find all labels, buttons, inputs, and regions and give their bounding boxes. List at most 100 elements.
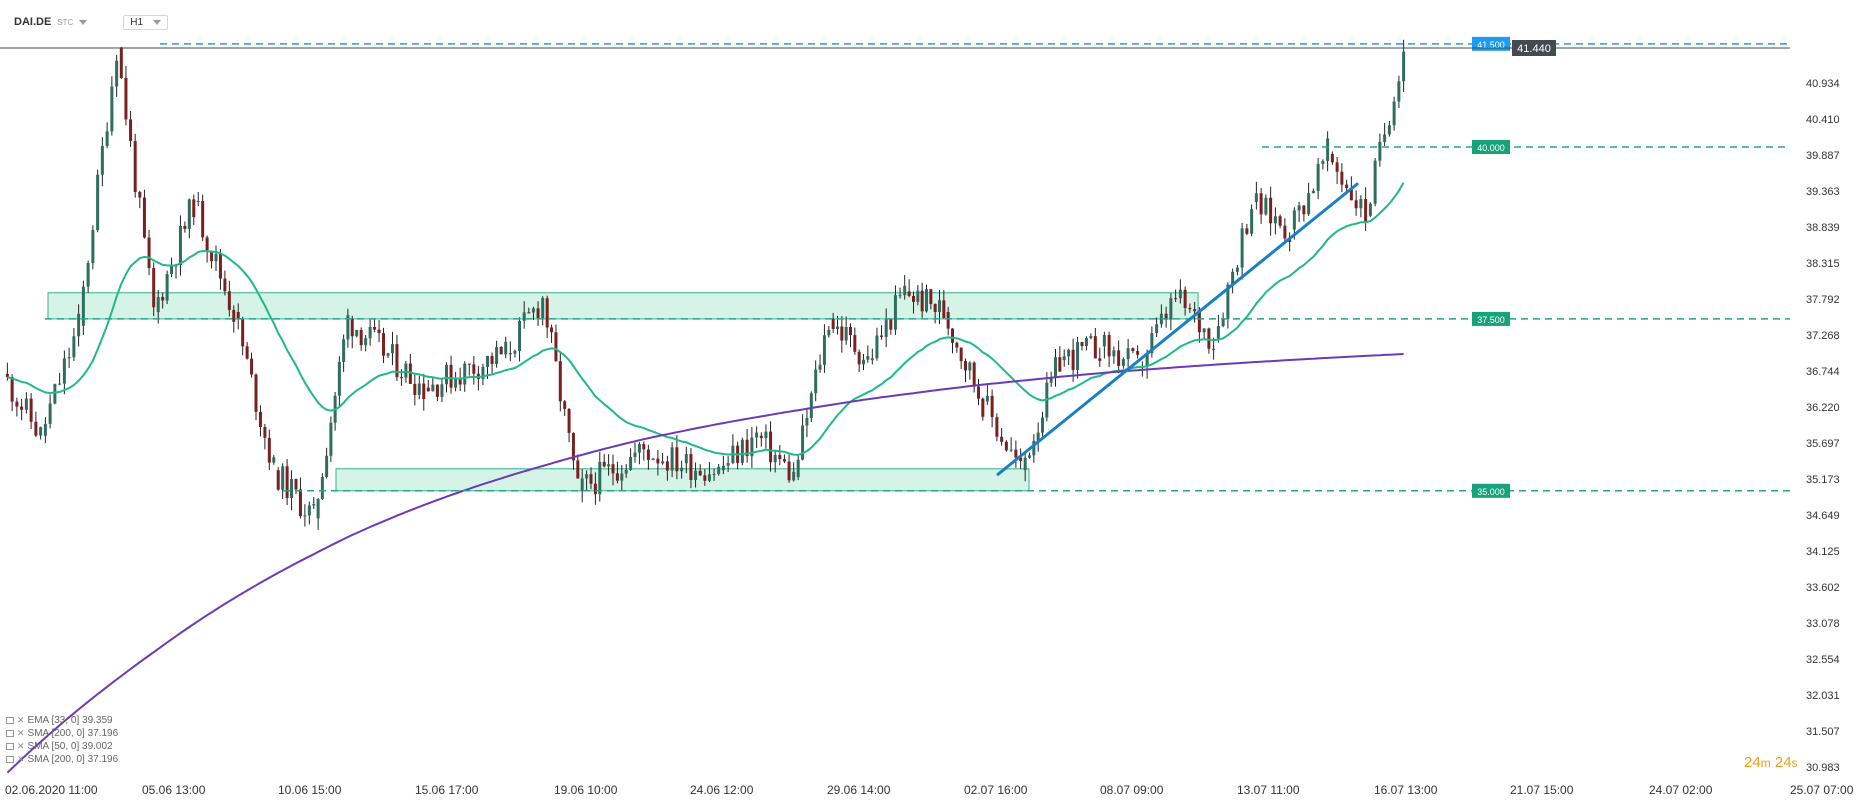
candle-body [472, 364, 476, 374]
candle-body [717, 466, 721, 474]
candle-body [499, 347, 503, 355]
candle-body [862, 359, 865, 365]
candle-body [629, 456, 633, 470]
zone-rect[interactable] [47, 292, 1199, 320]
candle-body [440, 384, 444, 397]
list-icon[interactable] [6, 717, 14, 724]
candle-body [481, 366, 485, 379]
candle-body [836, 326, 839, 329]
y-tick-label: 38.315 [1806, 258, 1840, 270]
candle-body [281, 466, 285, 490]
candle-body [1307, 193, 1311, 215]
candle-body [1330, 153, 1334, 163]
candle-body [642, 444, 646, 450]
candle-body [1278, 216, 1282, 226]
candle-body [624, 469, 628, 474]
candle-body [620, 473, 624, 481]
close-icon[interactable]: ✕ [17, 754, 25, 764]
candle-body [138, 192, 142, 198]
close-icon[interactable]: ✕ [17, 728, 25, 738]
sma200-line[interactable] [6, 353, 1404, 774]
indicator-legend: ✕ EMA [33, 0] 39.359 ✕ SMA [200, 0] 37.1… [6, 714, 118, 766]
candle-body [531, 308, 535, 313]
list-icon[interactable] [6, 743, 14, 750]
candle-body [651, 458, 655, 460]
x-tick-label: 05.06 13:00 [142, 783, 206, 797]
candle-body [1302, 205, 1306, 215]
candle-body [34, 421, 38, 436]
candle-body [707, 474, 711, 481]
candle-body [1093, 336, 1097, 359]
candle-body [1076, 342, 1080, 370]
candle-body [849, 327, 852, 336]
x-tick-label: 10.06 15:00 [278, 783, 342, 797]
candle-body [920, 290, 924, 312]
candle-body [272, 457, 276, 463]
candle-body [907, 291, 911, 296]
candle-body [223, 278, 227, 292]
candle-body [1041, 417, 1044, 433]
candle-body [870, 358, 874, 361]
candle-body [276, 470, 280, 490]
time-axis: 02.06.2020 11:00 05.06 13:00 10.06 15:00 15… [5, 783, 1854, 797]
y-tick-label: 30.983 [1806, 762, 1840, 774]
timer-minutes: 24 [1744, 754, 1761, 771]
candle-body [661, 461, 665, 464]
candle-body [62, 358, 66, 384]
candle-body [665, 461, 669, 471]
candle-body [656, 458, 660, 464]
candle-body [1383, 134, 1387, 142]
candle-body [210, 251, 214, 262]
candle-body [1226, 284, 1230, 320]
y-tick-label: 40.934 [1806, 78, 1840, 90]
close-icon[interactable]: ✕ [17, 715, 25, 725]
candle-body [236, 312, 240, 320]
symbol-label[interactable]: DAI.DE [14, 16, 52, 28]
y-tick-label: 31.507 [1806, 726, 1840, 738]
level-label: 35.000 [1477, 487, 1505, 497]
timeframe-select[interactable]: H1 [123, 14, 169, 30]
current-price-label: 41.440 [1517, 43, 1551, 55]
candle-body [593, 483, 597, 495]
level-label-bg [1472, 36, 1510, 51]
candle-body [964, 361, 967, 371]
candle-body [1378, 141, 1382, 161]
candle-body [263, 426, 267, 438]
candle-body [1283, 225, 1287, 239]
candle-body [39, 427, 43, 436]
y-tick-label: 36.744 [1806, 366, 1840, 378]
close-icon[interactable]: ✕ [17, 741, 25, 751]
candle-body [53, 384, 57, 404]
y-tick-label: 34.649 [1806, 510, 1840, 522]
candle-body [342, 339, 346, 362]
legend-item[interactable]: ✕ SMA [200, 0] 37.196 [6, 727, 118, 740]
legend-item[interactable]: ✕ SMA [200, 0] 37.196 [6, 753, 118, 766]
candle-body [1387, 125, 1391, 135]
candle-body [192, 199, 196, 218]
candle-body [571, 432, 575, 461]
candle-body [254, 374, 258, 412]
list-icon[interactable] [6, 730, 14, 737]
candle-body [1273, 216, 1277, 224]
chevron-down-icon[interactable] [79, 19, 88, 25]
list-icon[interactable] [6, 756, 14, 763]
legend-item[interactable]: ✕ EMA [33, 0] 39.359 [6, 714, 118, 727]
candle-body [558, 361, 562, 402]
candle-body [955, 342, 959, 348]
candle-body [303, 515, 307, 517]
candle-body [325, 455, 329, 477]
candle-body [422, 383, 426, 400]
candle-body [818, 364, 822, 370]
candle-body [589, 474, 593, 484]
candle-body [1062, 356, 1066, 361]
candle-body [1212, 348, 1216, 350]
legend-item[interactable]: ✕ SMA [50, 0] 39.002 [6, 740, 118, 753]
ema-line[interactable] [7, 182, 1405, 456]
candle-body [1121, 359, 1125, 366]
candle-body [43, 423, 47, 436]
zone-rect[interactable] [335, 468, 1030, 492]
level-label-bg [1472, 140, 1510, 155]
candle-body [1009, 449, 1013, 451]
trend-line[interactable] [996, 182, 1359, 476]
